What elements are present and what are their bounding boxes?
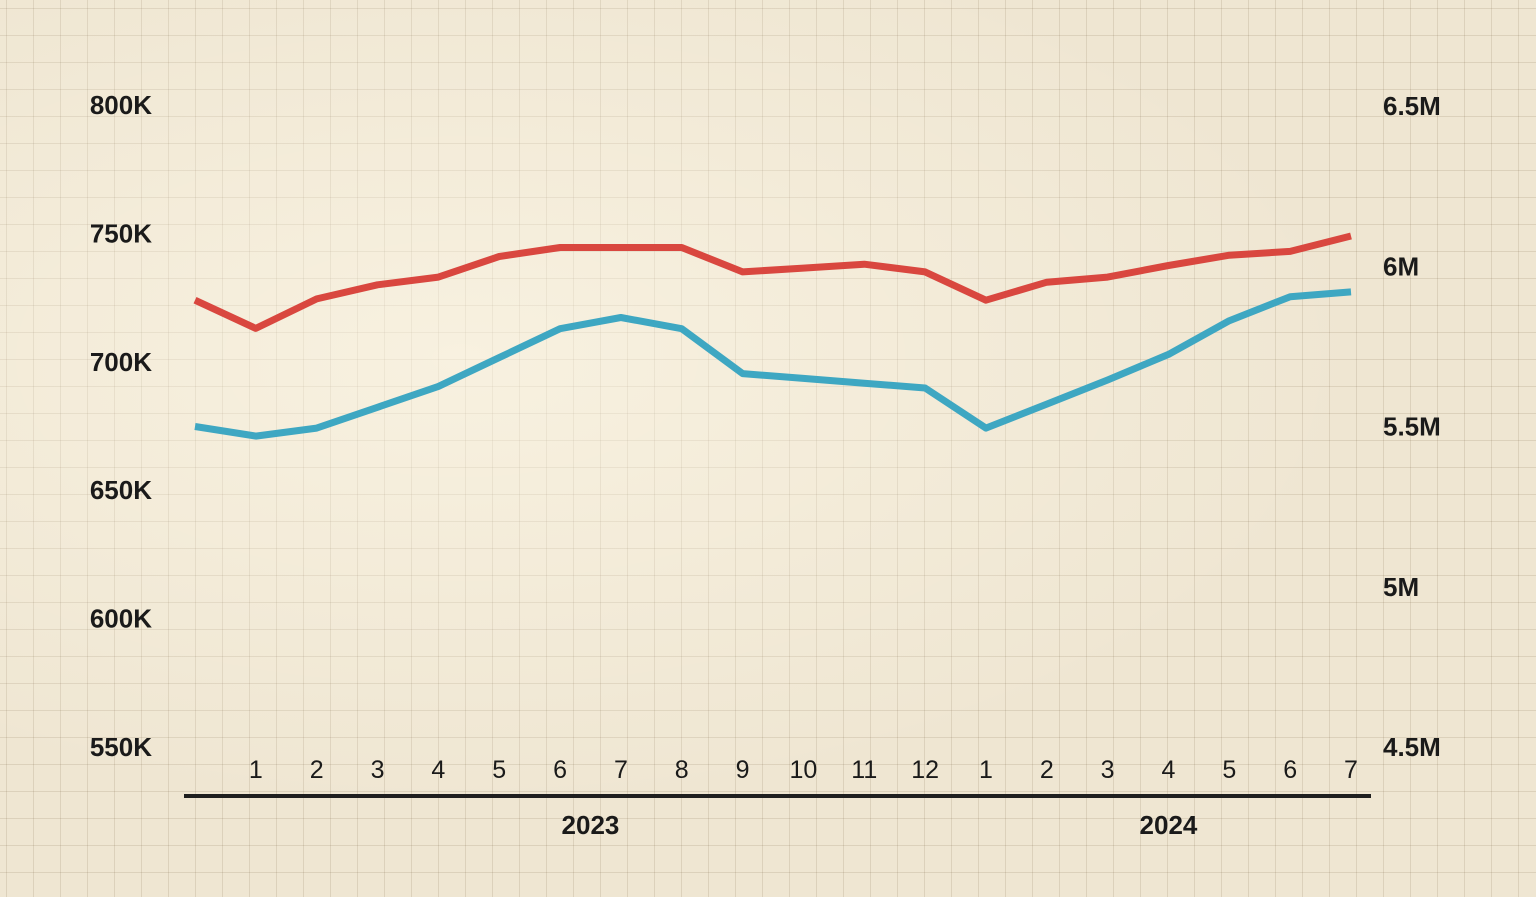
- x-axis-tick-label: 12: [911, 756, 939, 784]
- x-axis-tick-label: 11: [851, 756, 877, 784]
- right-axis-tick-label: 6.5M: [1383, 91, 1441, 121]
- x-axis-tick-label: 5: [492, 756, 506, 784]
- x-axis-tick-label: 3: [1101, 756, 1115, 784]
- x-axis-tick-label: 5: [1222, 756, 1236, 784]
- series-line-2: [194, 288, 1352, 440]
- x-axis-tick-label: 4: [431, 756, 445, 784]
- x-axis-tick-label: 8: [675, 756, 689, 784]
- right-axis-tick-label: 6M: [1383, 251, 1419, 281]
- x-axis-tick-label: 7: [1344, 756, 1358, 784]
- x-axis-tick-label: 7: [614, 756, 628, 784]
- x-axis-tick-label: 6: [1283, 756, 1297, 784]
- left-axis-tick-label: 800K: [90, 90, 152, 120]
- left-axis-tick-label: 700K: [90, 347, 152, 377]
- x-axis-tick-label: 2: [1040, 756, 1054, 784]
- x-axis-tick-label: 3: [371, 756, 385, 784]
- series-lines: [193, 232, 1352, 440]
- x-axis-tick-label: 10: [790, 756, 818, 784]
- left-axis-ticks: 550K 600K 650K 700K 750K 800K: [90, 90, 152, 762]
- left-axis-tick-label: 650K: [90, 475, 152, 505]
- x-axis-tick-label: 1: [979, 756, 993, 784]
- year-label: 2023: [562, 810, 620, 840]
- right-axis-tick-label: 5.5M: [1383, 412, 1441, 442]
- x-axis-tick-label: 9: [736, 756, 750, 784]
- left-axis-tick-label: 600K: [90, 604, 152, 634]
- right-axis-ticks: 4.5M 5M 5.5M 6M 6.5M: [1383, 91, 1441, 762]
- right-axis-tick-label: 4.5M: [1383, 732, 1441, 762]
- left-axis-tick-label: 550K: [90, 732, 152, 762]
- year-label: 2024: [1140, 810, 1198, 840]
- x-axis-tick-label: 2: [310, 756, 324, 784]
- right-axis-tick-label: 5M: [1383, 572, 1419, 602]
- x-axis-tick-label: 6: [553, 756, 567, 784]
- series-line-1: [193, 232, 1352, 332]
- x-axis-tick-label: 4: [1162, 756, 1176, 784]
- year-labels: 2023 2024: [562, 810, 1198, 840]
- x-axis-tick-label: 1: [249, 756, 263, 784]
- left-axis-tick-label: 750K: [90, 218, 152, 248]
- x-axis-ticks: 1 2 3 4 5 6 7 8 9 10 11 12 1 2 3 4 5 6 7: [249, 756, 1358, 784]
